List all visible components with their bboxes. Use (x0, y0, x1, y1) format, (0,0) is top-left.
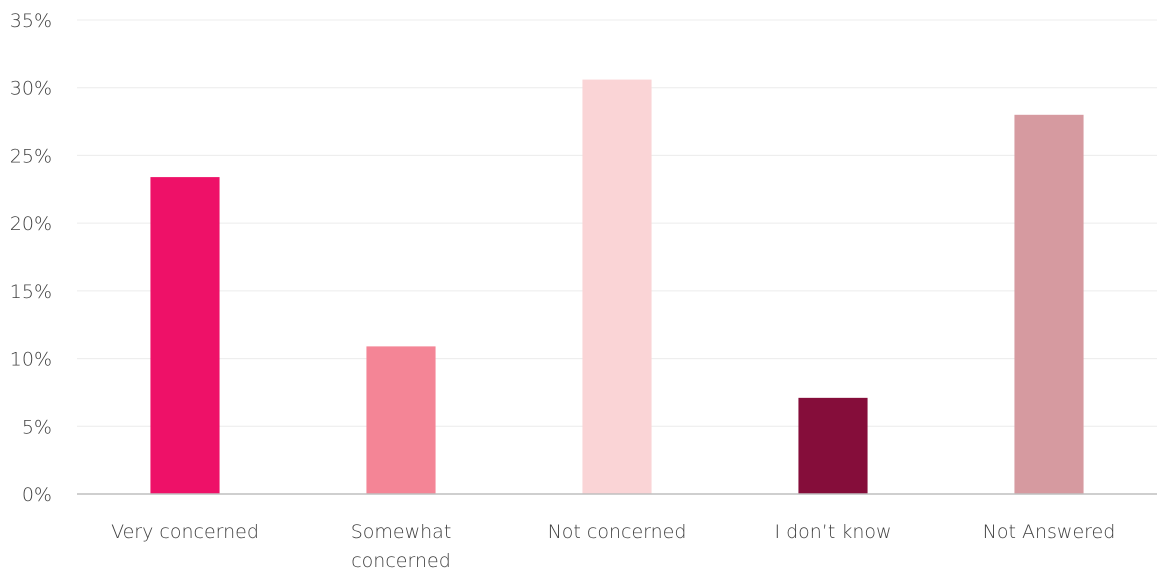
bar (1014, 114, 1084, 495)
bar (798, 397, 868, 494)
x-category-label: Not concerned (548, 521, 687, 543)
bar (366, 346, 436, 494)
x-category-label: Somewhat concerned (351, 521, 452, 572)
y-tick-label: 5% (22, 416, 52, 438)
bar (150, 177, 220, 494)
y-tick-label: 15% (10, 281, 52, 303)
y-tick-label: 35% (10, 10, 52, 32)
y-tick-label: 10% (10, 349, 52, 371)
bar (582, 79, 652, 495)
bars (150, 79, 1084, 495)
x-axis-labels: Very concerned Somewhat concerned Not conce… (111, 521, 1115, 572)
x-category-label: I don’t know (774, 521, 891, 543)
y-tick-label: 20% (10, 213, 52, 235)
y-tick-label: 25% (10, 145, 52, 167)
y-tick-label: 0% (22, 484, 52, 506)
x-category-label: Not Answered (983, 521, 1116, 543)
y-axis-ticks: 0% 5% 10% 15% 20% 25% 30% 35% (10, 10, 52, 506)
x-category-label: Very concerned (111, 521, 259, 543)
y-tick-label: 30% (10, 78, 52, 100)
